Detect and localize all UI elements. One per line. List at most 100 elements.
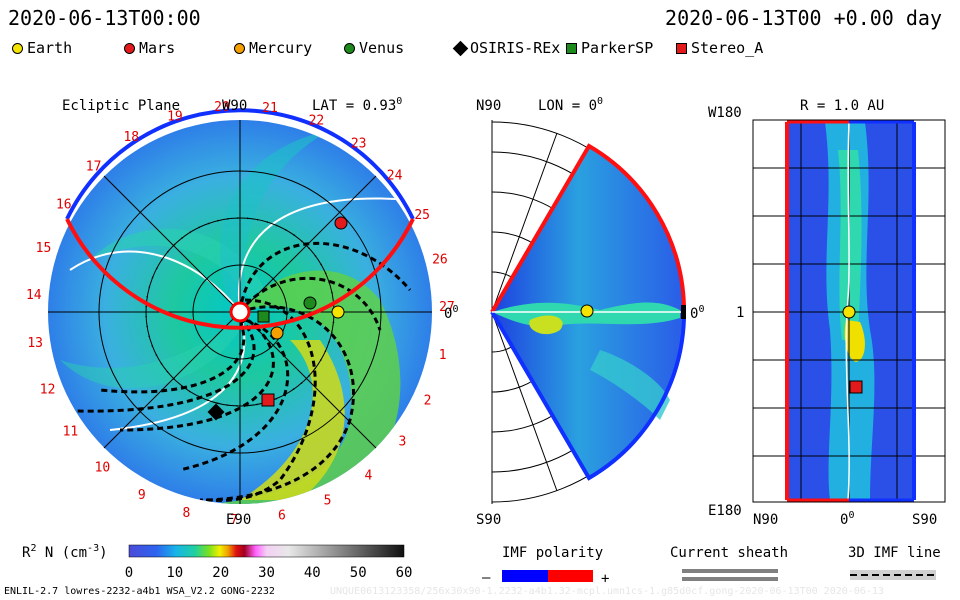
footer-right: UNQUE0613123358/256x30x90-1.2232-a4b1.32… bbox=[330, 586, 884, 597]
carrington-label: 20 bbox=[214, 100, 230, 115]
right-datetime: 2020-06-13T00 +0.00 day bbox=[665, 6, 942, 30]
carrington-label: 14 bbox=[26, 288, 42, 303]
sun-icon bbox=[229, 301, 251, 323]
radius-bottom-left: E180 bbox=[708, 503, 742, 519]
imf-polarity-minus: – bbox=[482, 570, 491, 586]
ecliptic-right-label: 00 bbox=[444, 304, 458, 322]
colorbar-tick-label: 40 bbox=[304, 565, 321, 581]
meridional-top-left: N90 bbox=[476, 98, 501, 114]
ecliptic-panel: 20 21222324252627123456789101112131415161… bbox=[26, 96, 458, 528]
legend-venus: Venus bbox=[344, 39, 404, 57]
legend-parkersp: ParkerSP bbox=[566, 39, 653, 57]
current-sheet-line bbox=[109, 311, 246, 431]
imf-line bbox=[119, 313, 275, 432]
carrington-label: 19 bbox=[167, 110, 183, 125]
polarity-arc-negative bbox=[65, 108, 415, 220]
carrington-label: 1 bbox=[439, 348, 447, 363]
ecliptic-density-peak bbox=[240, 340, 345, 500]
carrington-label: 25 bbox=[414, 208, 430, 223]
legend-mercury: Mercury bbox=[234, 39, 312, 57]
colorbar: R2 N (cm-3) 0 10 20 30 40 50 60 bbox=[22, 543, 412, 581]
radius-x-mid: 00 bbox=[840, 510, 854, 528]
colorbar-tick-label: 10 bbox=[166, 565, 183, 581]
ecliptic-lat-label: LAT = 0.930 bbox=[312, 96, 402, 114]
imf-line-legend: 3D IMF line bbox=[848, 545, 941, 580]
meridional-lon-label: LON = 00 bbox=[538, 96, 603, 114]
legend-osiris-rex: OSIRIS-REx bbox=[452, 39, 560, 57]
carrington-label: 3 bbox=[398, 434, 406, 449]
carrington-label: 24 bbox=[387, 168, 403, 183]
carrington-label: 11 bbox=[63, 425, 79, 440]
imf-polarity-negative-swatch bbox=[502, 570, 548, 582]
legend-mars: Mars bbox=[124, 39, 175, 57]
stereo-a-marker bbox=[261, 393, 275, 407]
ecliptic-title: Ecliptic Plane bbox=[62, 98, 180, 114]
carrington-label: 26 bbox=[432, 252, 448, 267]
imf-polarity-legend: IMF polarity – + bbox=[482, 545, 609, 587]
stereo-a-marker-icon bbox=[676, 42, 687, 54]
carrington-label: 23 bbox=[351, 136, 367, 151]
colorbar-tick-label: 50 bbox=[350, 565, 367, 581]
carrington-label: 12 bbox=[40, 382, 56, 397]
venus-marker-icon bbox=[344, 42, 355, 54]
imf-line bbox=[49, 316, 256, 413]
radius-x-left: N90 bbox=[753, 512, 778, 528]
imf-polarity-title: IMF polarity bbox=[502, 545, 603, 561]
meridional-polarity-arc-negative bbox=[490, 310, 686, 481]
ecliptic-density-streamer bbox=[200, 270, 401, 504]
colorbar-tick-label: 20 bbox=[212, 565, 229, 581]
imf-line bbox=[238, 241, 412, 313]
mars-marker bbox=[334, 216, 348, 230]
carrington-labels: 20 21222324252627123456789101112131415161… bbox=[26, 100, 455, 528]
meridional-bottom-left: S90 bbox=[476, 512, 501, 528]
osiris-rex-marker bbox=[207, 403, 225, 421]
meridional-earth-marker bbox=[580, 304, 594, 318]
carrington-label: 27 bbox=[439, 300, 455, 315]
imf-line bbox=[99, 319, 246, 394]
imf-polarity-plus: + bbox=[601, 571, 609, 587]
radius-top-left: W180 bbox=[708, 105, 742, 121]
imf-polarity-positive-swatch bbox=[548, 570, 593, 582]
carrington-label: 5 bbox=[324, 494, 332, 509]
radius-title: R = 1.0 AU bbox=[800, 98, 884, 114]
meridional-right-label: 00 bbox=[690, 304, 704, 322]
legend-stereo-a: Stereo_A bbox=[676, 39, 763, 57]
carrington-label: 13 bbox=[27, 336, 43, 351]
carrington-label: 22 bbox=[309, 114, 325, 129]
radius-middle-left: 1 bbox=[736, 305, 744, 321]
ecliptic-bottom-label: E90 bbox=[226, 512, 251, 528]
parkersp-marker-icon bbox=[566, 42, 577, 54]
earth-marker bbox=[331, 305, 345, 319]
imf-line-title: 3D IMF line bbox=[848, 545, 941, 561]
legend-earth: Earth bbox=[12, 39, 72, 57]
parkersp-marker bbox=[257, 310, 270, 323]
radius-panel: R = 1.0 AU W180 1 E180 N90 00 S90 bbox=[708, 98, 946, 528]
colorbar-gradient bbox=[128, 544, 405, 558]
left-datetime: 2020-06-13T00:00 bbox=[8, 6, 201, 30]
current-sheath-title: Current sheath bbox=[670, 545, 788, 561]
carrington-label: 4 bbox=[364, 468, 372, 483]
carrington-label: 2 bbox=[424, 394, 432, 409]
mercury-marker-icon bbox=[234, 42, 245, 54]
meridional-polarity-arc-positive bbox=[490, 143, 686, 314]
radius-stereo-a-marker bbox=[849, 380, 863, 394]
carrington-label: 18 bbox=[123, 130, 139, 145]
colorbar-label: R2 N (cm-3) bbox=[22, 543, 108, 561]
carrington-label: 8 bbox=[182, 506, 190, 521]
ecliptic-top-label: W90 bbox=[222, 98, 247, 114]
carrington-label: 6 bbox=[278, 509, 286, 524]
footer-left: ENLIL-2.7 lowres-2232-a4b1 WSA_V2.2 GONG… bbox=[4, 586, 275, 597]
carrington-label: 9 bbox=[138, 488, 146, 503]
carrington-label: 17 bbox=[86, 160, 102, 175]
imf-lines bbox=[49, 241, 412, 502]
carrington-label: 7 bbox=[230, 513, 238, 528]
earth-marker-icon bbox=[12, 42, 23, 54]
meridional-panel: N90 LON = 00 S90 00 bbox=[476, 96, 704, 528]
polarity-arc-positive bbox=[65, 218, 415, 330]
carrington-label: 16 bbox=[56, 197, 72, 212]
current-sheath-legend: Current sheath bbox=[670, 545, 788, 581]
mercury-marker bbox=[270, 326, 284, 340]
imf-line bbox=[179, 318, 290, 472]
